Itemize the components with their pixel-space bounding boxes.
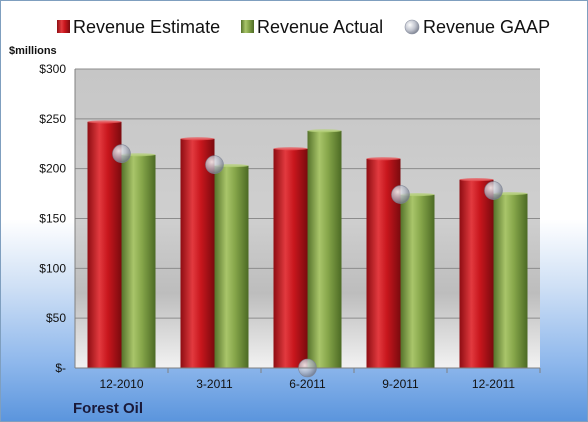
company-name: Forest Oil [73,400,143,417]
legend-swatch-actual [241,20,254,33]
x-tick-label: 12-2010 [99,377,143,391]
x-tick-label: 9-2011 [382,377,419,391]
y-axis-ticks: $- $50 $100 $150 $200 $250 $300 [39,62,66,375]
legend-label-actual: Revenue Actual [257,17,383,37]
actual-bar [214,165,249,368]
y-tick-label: $300 [39,62,66,76]
gaap-marker [484,181,503,200]
x-tick-label: 6-2011 [289,377,326,391]
x-tick-label: 12-2011 [472,377,515,391]
estimate-bar [459,179,494,368]
actual-bar [400,194,435,368]
estimate-bar-cap [180,137,215,141]
legend-swatch-estimate [57,20,70,33]
bars [87,120,528,368]
estimate-bar-cap [273,147,308,151]
estimate-bar-cap [459,178,494,182]
legend: Revenue Estimate Revenue Actual Revenue … [57,17,550,37]
gaap-marker [391,185,410,204]
gaap-marker [205,155,224,174]
estimate-bar [180,138,215,368]
actual-bar [307,130,342,368]
legend-swatch-gaap [404,19,420,35]
x-axis-ticks: 12-2010 3-2011 6-2011 9-2011 12-2011 [99,368,541,391]
legend-label-gaap: Revenue GAAP [423,17,550,37]
x-tick-label: 3-2011 [196,377,233,391]
y-tick-label: $200 [39,162,66,176]
y-tick-label: $- [55,361,66,375]
y-axis-unit-label: $millions [9,45,57,57]
y-tick-label: $50 [46,311,66,325]
y-tick-label: $100 [39,261,66,275]
actual-bar [493,193,528,368]
estimate-bar [273,148,308,368]
estimate-bar [87,121,122,368]
y-tick-label: $150 [39,212,66,226]
gaap-marker [112,144,131,164]
estimate-bar-cap [87,120,122,124]
y-tick-label: $250 [39,112,66,126]
legend-label-estimate: Revenue Estimate [73,17,220,37]
actual-bar [121,154,156,368]
estimate-bar-cap [366,157,401,161]
actual-bar-cap [307,129,342,133]
